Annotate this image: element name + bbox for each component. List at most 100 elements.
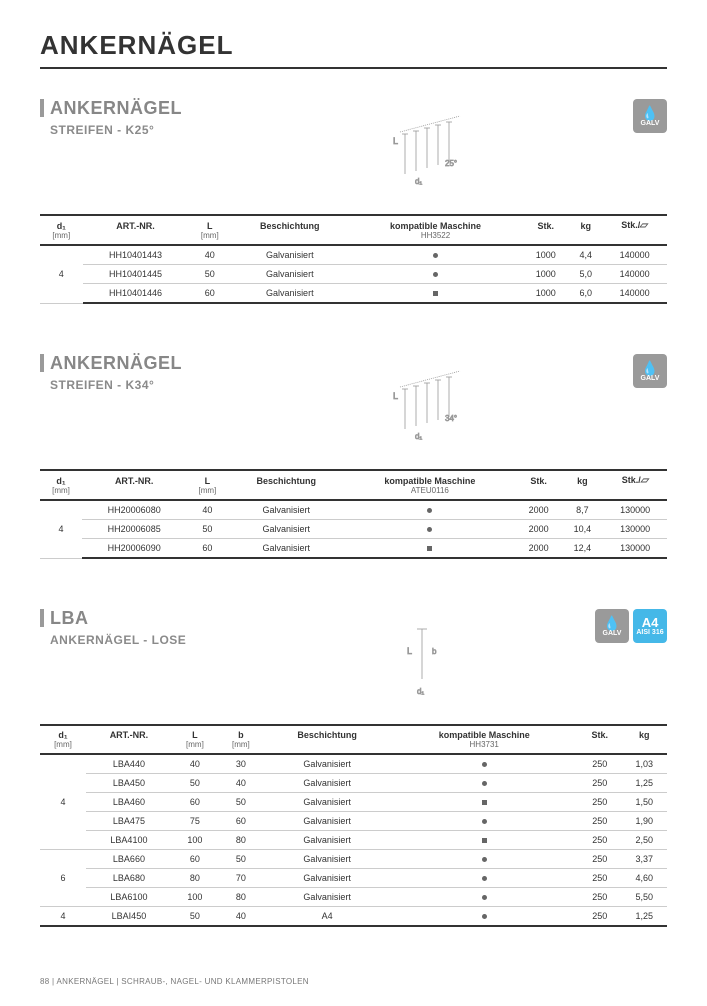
length-cell: 50 [188, 265, 231, 284]
col-unit [522, 231, 569, 245]
art-nr-cell: HH20006085 [82, 520, 186, 539]
col-header: b [218, 725, 264, 740]
table-row: HH20006090 60 Galvanisiert 2000 12,4 130… [40, 539, 667, 559]
col-header: Stk./▱ [603, 470, 667, 486]
b-cell: 40 [218, 907, 264, 927]
col-unit: HH3522 [349, 231, 523, 245]
length-cell: 60 [172, 793, 218, 812]
col-header: Beschichtung [231, 215, 348, 231]
col-header: L [188, 215, 231, 231]
col-header: kompatible Maschine [349, 215, 523, 231]
section-header: ANKERNÄGEL STREIFEN - K34° L d₁ 34° 💧 G [40, 354, 667, 454]
col-header: d₁ [40, 725, 86, 740]
table-row: LBA4100 100 80 Galvanisiert 250 2,50 [40, 831, 667, 850]
product-section: LBA ANKERNÄGEL - LOSE L b d₁ 💧 GALV A4 A… [40, 609, 667, 927]
qty-cell: 250 [578, 831, 622, 850]
pallet-qty-cell: 140000 [602, 284, 667, 304]
coating-cell: Galvanisiert [264, 831, 391, 850]
col-unit [516, 486, 562, 500]
coating-cell: Galvanisiert [228, 500, 344, 520]
bullet-icon [482, 781, 487, 786]
page-title: ANKERNÄGEL [40, 30, 667, 69]
bullet-icon [482, 819, 487, 824]
art-nr-cell: LBA660 [86, 850, 172, 869]
section-header: ANKERNÄGEL STREIFEN - K25° L d₁ 25° 💧 G [40, 99, 667, 199]
pallet-icon: ▱ [639, 475, 650, 486]
art-nr-cell: LBA6100 [86, 888, 172, 907]
square-icon [482, 838, 487, 843]
section-header: LBA ANKERNÄGEL - LOSE L b d₁ 💧 GALV A4 A… [40, 609, 667, 709]
col-unit [82, 486, 186, 500]
kg-cell: 5,50 [621, 888, 667, 907]
b-cell: 50 [218, 850, 264, 869]
bullet-icon [433, 272, 438, 277]
qty-cell: 250 [578, 774, 622, 793]
d1-cell: 4 [40, 245, 83, 303]
art-nr-cell: LBA450 [86, 774, 172, 793]
col-unit [603, 486, 667, 500]
badge-label: A4 [642, 616, 659, 629]
qty-cell: 2000 [516, 500, 562, 520]
badges: 💧 GALV [633, 354, 667, 388]
qty-cell: 250 [578, 907, 622, 927]
art-nr-cell: HH10401445 [83, 265, 189, 284]
bullet-icon [482, 876, 487, 881]
machine-cell [390, 793, 578, 812]
svg-text:d₁: d₁ [415, 177, 422, 186]
col-header: Stk. [516, 470, 562, 486]
kg-cell: 8,7 [562, 500, 604, 520]
qty-cell: 250 [578, 754, 622, 774]
col-header: Stk. [578, 725, 622, 740]
col-header: ART.-NR. [86, 725, 172, 740]
col-header: kompatible Maschine [390, 725, 578, 740]
kg-cell: 4,60 [621, 869, 667, 888]
section-title: ANKERNÄGEL [40, 99, 182, 117]
length-cell: 50 [172, 907, 218, 927]
col-header: L [172, 725, 218, 740]
coating-cell: Galvanisiert [231, 245, 348, 265]
section-subtitle: ANKERNÄGEL - LOSE [40, 633, 186, 647]
d1-cell: 4 [40, 500, 82, 558]
section-subtitle: STREIFEN - K34° [40, 378, 182, 392]
kg-cell: 1,25 [621, 907, 667, 927]
length-cell: 40 [186, 500, 228, 520]
badge-sublabel: AISI 316 [636, 629, 663, 636]
square-icon [427, 546, 432, 551]
diagram-area: L d₁ 25° [182, 99, 667, 199]
table-row: LBA475 75 60 Galvanisiert 250 1,90 [40, 812, 667, 831]
col-header: ART.-NR. [82, 470, 186, 486]
table-row: LBA680 80 70 Galvanisiert 250 4,60 [40, 869, 667, 888]
machine-cell [349, 245, 523, 265]
col-unit: HH3731 [390, 740, 578, 754]
coating-cell: Galvanisiert [264, 774, 391, 793]
nail-diagram: L b d₁ [377, 614, 477, 704]
bullet-icon [427, 508, 432, 513]
length-cell: 60 [188, 284, 231, 304]
col-unit [578, 740, 622, 754]
machine-cell [390, 754, 578, 774]
pallet-qty-cell: 130000 [603, 539, 667, 559]
col-header: kg [569, 215, 602, 231]
kg-cell: 10,4 [562, 520, 604, 539]
col-unit: [mm] [188, 231, 231, 245]
d1-cell: 4 [40, 754, 86, 850]
qty-cell: 2000 [516, 539, 562, 559]
coating-cell: Galvanisiert [264, 869, 391, 888]
b-cell: 30 [218, 754, 264, 774]
kg-cell: 12,4 [562, 539, 604, 559]
col-unit: [mm] [40, 486, 82, 500]
table-row: LBA460 60 50 Galvanisiert 250 1,50 [40, 793, 667, 812]
table-row: LBA6100 100 80 Galvanisiert 250 5,50 [40, 888, 667, 907]
square-icon [433, 291, 438, 296]
length-cell: 50 [172, 774, 218, 793]
machine-cell [390, 831, 578, 850]
length-cell: 100 [172, 831, 218, 850]
d1-cell: 4 [40, 907, 86, 927]
col-unit: [mm] [40, 740, 86, 754]
table-row: 4 HH10401443 40 Galvanisiert 1000 4,4 14… [40, 245, 667, 265]
pallet-qty-cell: 130000 [603, 520, 667, 539]
length-cell: 40 [188, 245, 231, 265]
art-nr-cell: LBAI450 [86, 907, 172, 927]
table-row: 4 HH20006080 40 Galvanisiert 2000 8,7 13… [40, 500, 667, 520]
col-unit [602, 231, 667, 245]
